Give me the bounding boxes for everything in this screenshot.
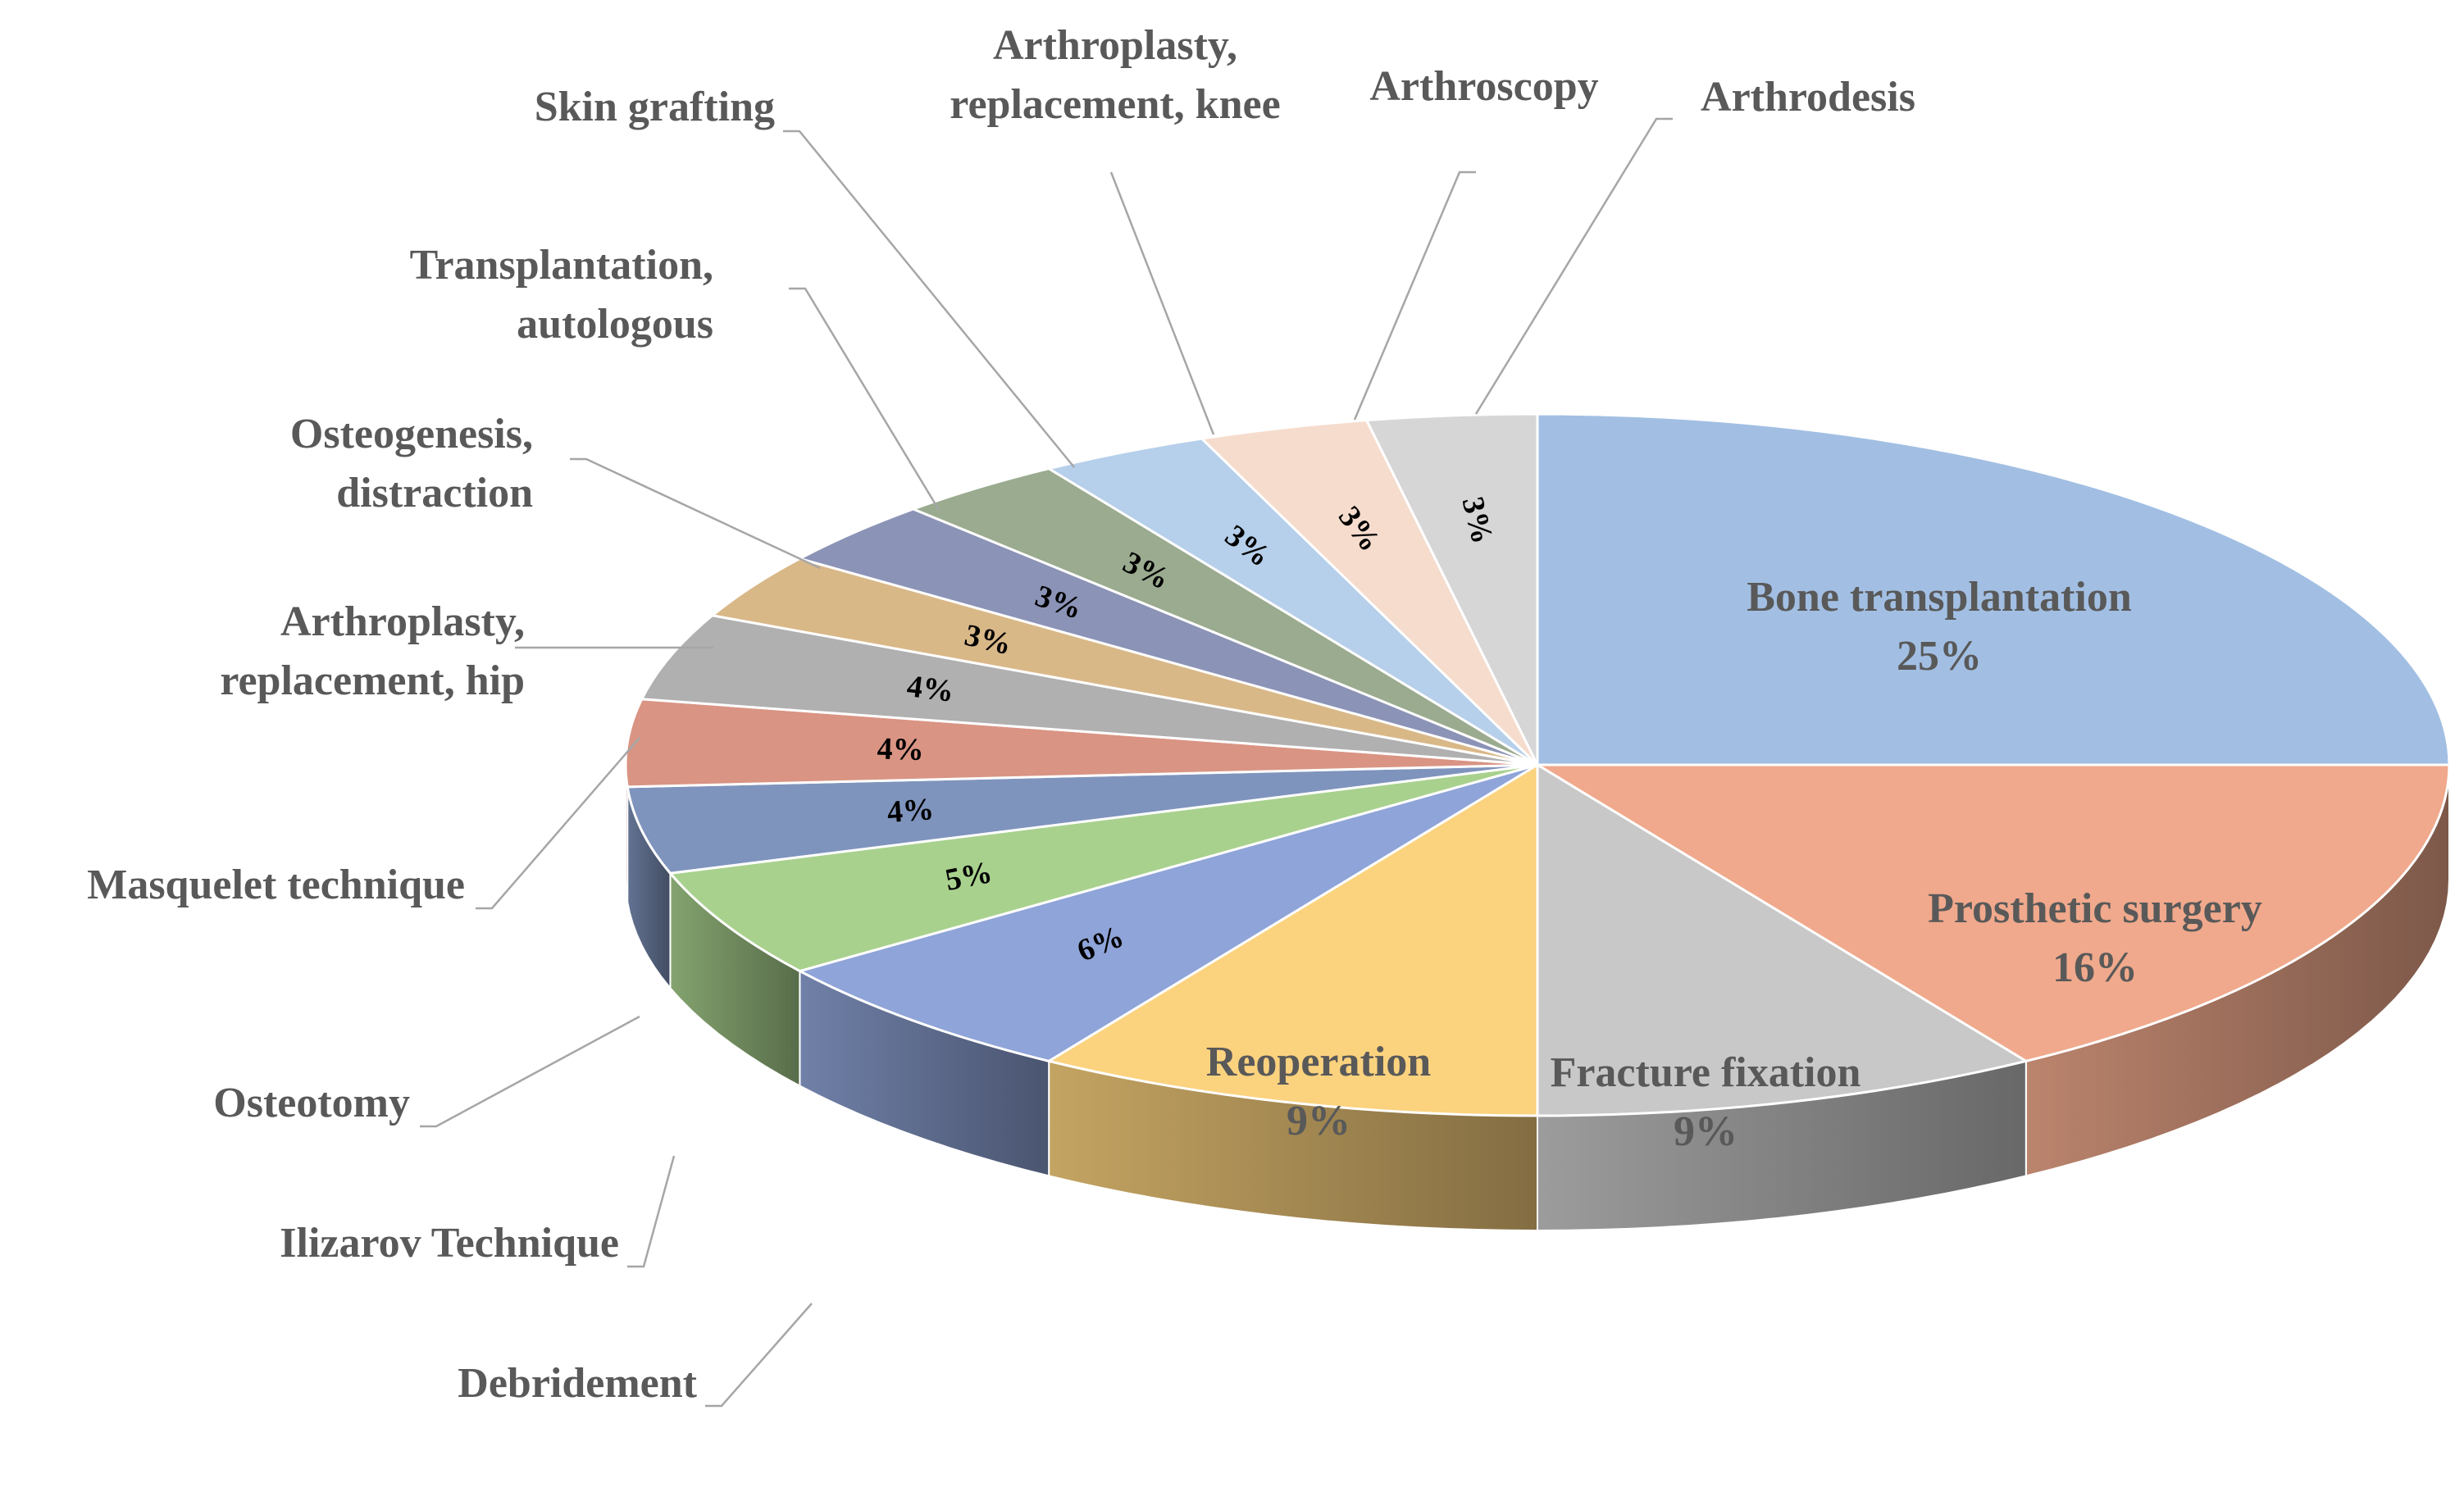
callout-label-arthroplasty-replacement-hip: Arthroplasty, replacement, hip xyxy=(220,598,525,704)
leader-line-osteotomy xyxy=(420,1015,640,1128)
leader-line-masquelet-technique xyxy=(476,737,640,910)
callout-label-osteogenesis-distraction: Osteogenesis, distraction xyxy=(290,411,533,516)
callout-label-transplantation-autologous: Transplantation, autologous xyxy=(410,242,713,348)
slice-percent-masquelet-technique: 4% xyxy=(877,732,924,767)
slice-arthrodesis xyxy=(1364,412,1539,766)
slice-prosthetic-surgery xyxy=(1533,763,2451,1062)
leader-line-arthrodesis xyxy=(1474,117,1673,415)
slice-label-reoperation: Reoperation 9% xyxy=(1206,1039,1431,1144)
callout-label-arthrodesis: Arthrodesis xyxy=(1701,74,1915,121)
slice-bone-transplantation xyxy=(1536,412,2451,766)
slice-percent-arthroplasty-replacement-hip: 4% xyxy=(905,669,956,709)
slice-label-prosthetic-surgery: Prosthetic surgery 16% xyxy=(1928,885,2262,991)
slice-arthroplasty-replacement-hip xyxy=(640,614,1538,766)
pie-slices xyxy=(624,412,2451,1117)
leader-line-transplantation-autologous xyxy=(789,287,941,511)
leader-line-ilizarov-technique xyxy=(627,1155,676,1268)
slice-ilizarov-technique xyxy=(667,763,1538,973)
slice-reoperation xyxy=(1045,762,1539,1117)
leader-line-debridement xyxy=(705,1303,813,1408)
leader-line-arthroplasty-replacement-knee xyxy=(1109,171,1215,435)
callout-label-ilizarov-technique: Ilizarov Technique xyxy=(280,1220,619,1267)
leader-line-arthroscopy xyxy=(1353,171,1476,421)
callout-label-masquelet-technique: Masquelet technique xyxy=(87,862,465,908)
slice-label-bone-transplantation: Bone transplantation 25% xyxy=(1747,574,2132,680)
slice-percent-osteotomy: 4% xyxy=(886,792,935,830)
slice-labels: Bone transplantation 25% Prosthetic surger… xyxy=(87,22,2262,1407)
leader-lines xyxy=(420,117,1673,1408)
slice-masquelet-technique xyxy=(624,698,1538,789)
slice-osteotomy xyxy=(626,763,1538,875)
slice-label-fracture-fixation: Fracture fixation 9% xyxy=(1551,1049,1861,1155)
callout-label-debridement: Debridement xyxy=(458,1360,697,1407)
leader-line-skin-grafting xyxy=(783,130,1075,468)
callout-label-arthroplasty-replacement-knee: Arthroplasty, replacement, knee xyxy=(950,22,1280,128)
callout-label-skin-grafting: Skin grafting xyxy=(535,84,775,130)
callout-label-osteotomy: Osteotomy xyxy=(213,1080,410,1126)
slice-debridement xyxy=(796,763,1538,1062)
slice-fracture-fixation xyxy=(1536,762,2029,1117)
callout-label-arthroscopy: Arthroscopy xyxy=(1369,63,1598,110)
leader-line-osteogenesis-distraction xyxy=(570,457,821,570)
